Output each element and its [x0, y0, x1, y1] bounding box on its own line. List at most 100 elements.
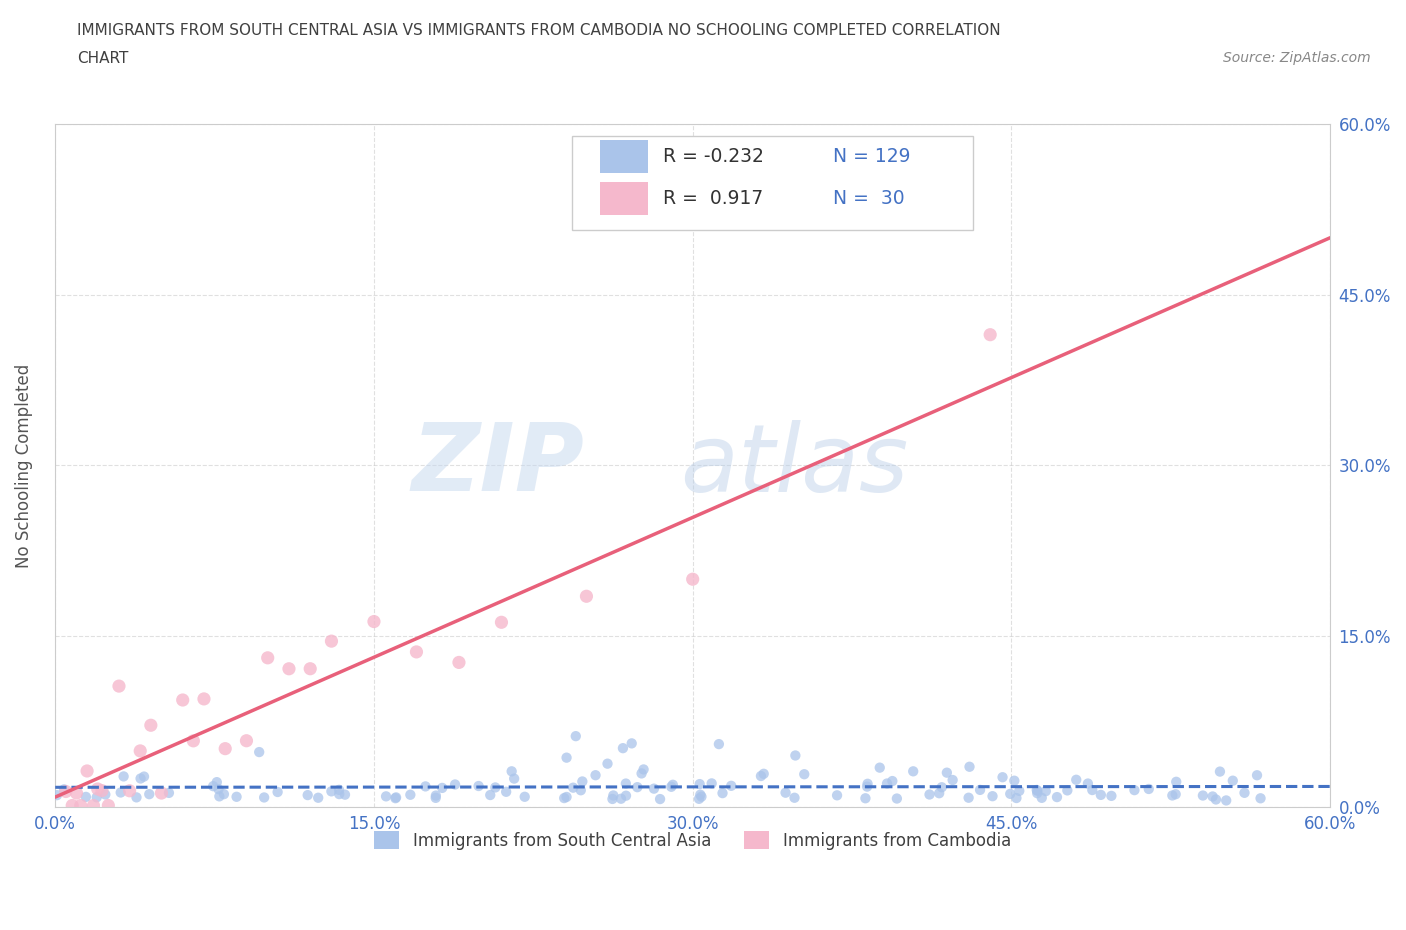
Point	[1161, 788, 1184, 803]
Point	[495, 784, 517, 799]
Point	[212, 787, 235, 802]
Point	[1025, 782, 1047, 797]
Point	[235, 733, 257, 748]
Point	[626, 779, 648, 794]
Point	[969, 782, 991, 797]
Point	[1164, 787, 1187, 802]
Point	[139, 718, 162, 733]
Point	[1077, 777, 1099, 791]
Legend: Immigrants from South Central Asia, Immigrants from Cambodia: Immigrants from South Central Asia, Immi…	[368, 825, 1018, 857]
Point	[1031, 790, 1053, 805]
Point	[513, 790, 536, 804]
Point	[299, 661, 322, 676]
Point	[991, 770, 1014, 785]
Point	[425, 790, 447, 805]
Point	[75, 790, 97, 804]
Point	[328, 787, 350, 802]
Point	[321, 633, 343, 648]
Point	[86, 790, 108, 804]
Point	[112, 769, 135, 784]
Text: Source: ZipAtlas.com: Source: ZipAtlas.com	[1223, 51, 1371, 65]
Point	[129, 743, 152, 758]
Point	[214, 741, 236, 756]
Point	[118, 783, 141, 798]
Point	[1233, 786, 1256, 801]
Point	[363, 614, 385, 629]
Point	[46, 788, 69, 803]
Point	[690, 790, 713, 804]
Point	[620, 736, 643, 751]
Point	[91, 783, 114, 798]
Point	[648, 791, 671, 806]
Point	[630, 766, 652, 781]
Point	[575, 589, 598, 604]
Point	[87, 781, 110, 796]
Point	[749, 768, 772, 783]
Point	[569, 783, 592, 798]
Point	[65, 786, 87, 801]
Point	[720, 778, 742, 793]
Bar	[599, 182, 648, 215]
Point	[501, 764, 523, 778]
Point	[333, 787, 356, 802]
Text: R = -0.232: R = -0.232	[664, 147, 765, 166]
Point	[94, 787, 117, 802]
Point	[129, 771, 152, 786]
Point	[1123, 783, 1146, 798]
Point	[1192, 788, 1215, 803]
Text: N =  30: N = 30	[832, 189, 904, 208]
Point	[399, 788, 422, 803]
Point	[193, 692, 215, 707]
Point	[53, 782, 76, 797]
Point	[614, 789, 637, 804]
Point	[1000, 787, 1022, 802]
Point	[503, 771, 526, 786]
Point	[1056, 783, 1078, 798]
Text: IMMIGRANTS FROM SOUTH CENTRAL ASIA VS IMMIGRANTS FROM CAMBODIA NO SCHOOLING COMP: IMMIGRANTS FROM SOUTH CENTRAL ASIA VS IM…	[77, 23, 1001, 38]
Point	[571, 774, 593, 789]
Point	[97, 798, 120, 813]
Text: atlas: atlas	[681, 420, 908, 511]
Point	[876, 776, 898, 790]
Point	[247, 745, 270, 760]
Point	[1008, 783, 1031, 798]
Point	[565, 729, 588, 744]
Point	[108, 679, 131, 694]
Point	[150, 786, 173, 801]
Point	[1250, 790, 1272, 805]
Point	[225, 790, 247, 804]
Point	[1081, 783, 1104, 798]
Point	[1026, 783, 1049, 798]
Point	[110, 785, 132, 800]
Point	[662, 777, 685, 792]
Point	[903, 764, 925, 778]
Point	[981, 789, 1004, 804]
Point	[1166, 775, 1188, 790]
Point	[752, 766, 775, 781]
Point	[405, 644, 427, 659]
Point	[266, 785, 288, 800]
Point	[931, 779, 953, 794]
Point	[125, 790, 148, 804]
Point	[1064, 772, 1087, 787]
Point	[707, 737, 730, 751]
Point	[856, 777, 879, 791]
Point	[138, 787, 160, 802]
Point	[689, 777, 711, 791]
Point	[555, 790, 578, 804]
Point	[596, 756, 619, 771]
Point	[562, 780, 585, 795]
Point	[1090, 788, 1112, 803]
Point	[1035, 784, 1057, 799]
Point	[1005, 790, 1028, 805]
Point	[207, 782, 229, 797]
Point	[688, 791, 710, 806]
Point	[793, 766, 815, 781]
Point	[585, 768, 607, 783]
Point	[918, 787, 941, 802]
Point	[1002, 773, 1025, 788]
Point	[256, 650, 278, 665]
Point	[1046, 790, 1069, 804]
Point	[979, 327, 1001, 342]
Point	[415, 779, 437, 794]
